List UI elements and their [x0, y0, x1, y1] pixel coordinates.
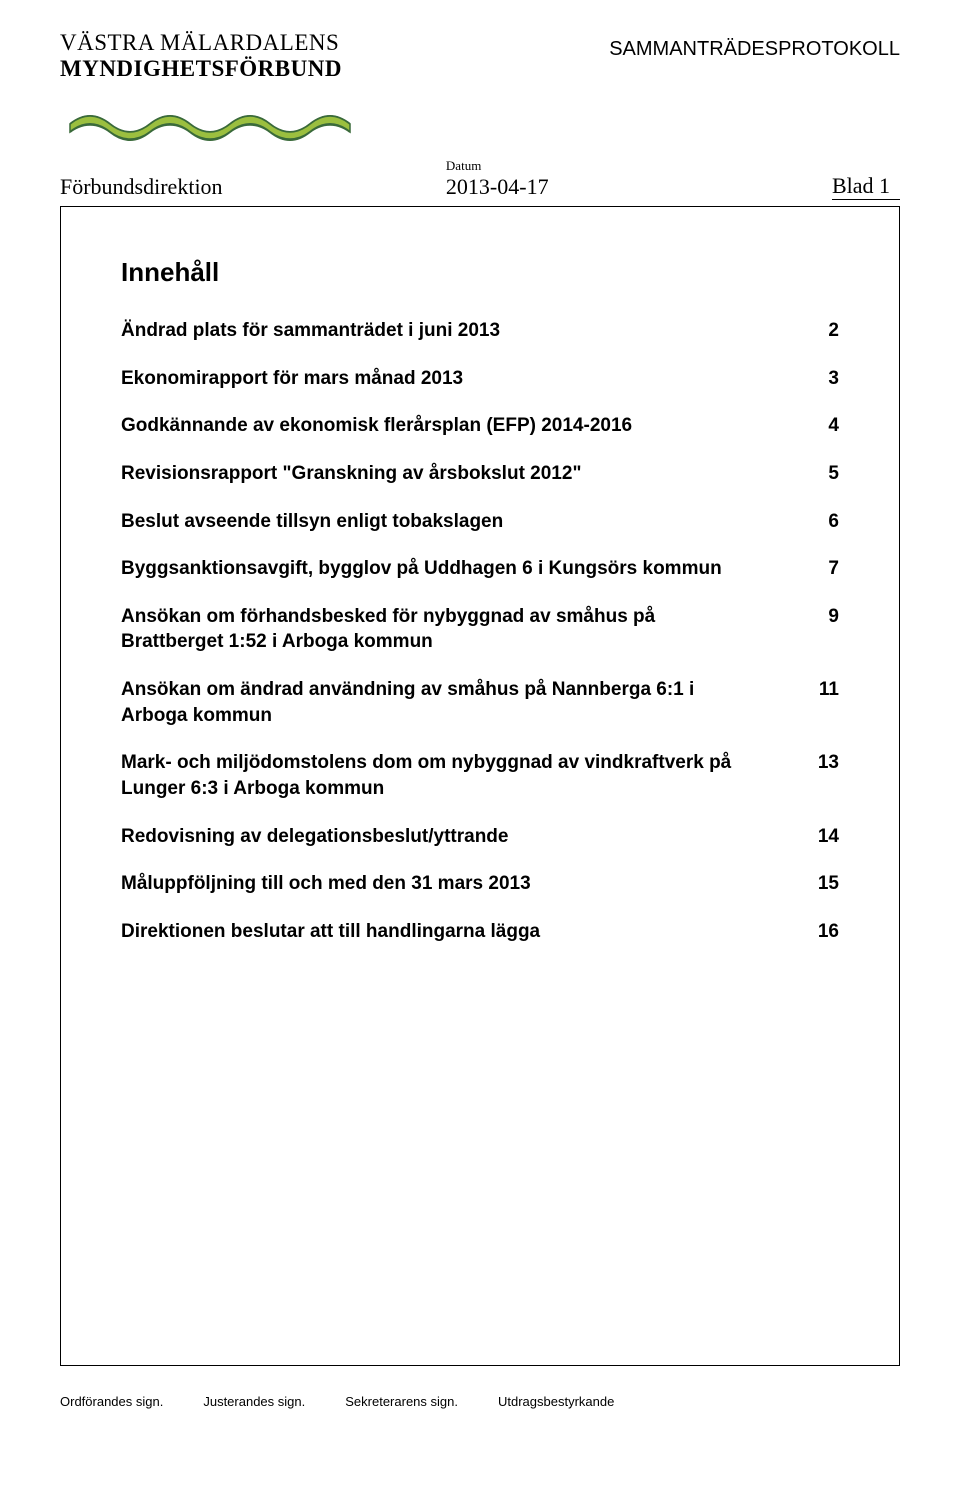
- header-row: VÄSTRA MÄLARDALENS MYNDIGHETSFÖRBUND SAM…: [60, 30, 900, 162]
- meta-subject: Förbundsdirektion: [60, 174, 223, 200]
- page-container: VÄSTRA MÄLARDALENS MYNDIGHETSFÖRBUND SAM…: [0, 0, 960, 1490]
- toc-item-page: 13: [818, 750, 839, 776]
- org-name-line1: VÄSTRA MÄLARDALENS: [60, 30, 360, 56]
- toc-item: Redovisning av delegationsbeslut/yttrand…: [121, 824, 839, 850]
- meta-date-label: Datum: [446, 158, 549, 174]
- content-frame: Innehåll Ändrad plats för sammanträdet i…: [60, 206, 900, 1366]
- toc-item-page: 16: [818, 919, 839, 945]
- toc-item-label: Måluppföljning till och med den 31 mars …: [121, 871, 531, 897]
- footer-col-justerande: Justerandes sign.: [203, 1394, 305, 1409]
- toc-heading: Innehåll: [121, 257, 839, 288]
- organisation-logo: VÄSTRA MÄLARDALENS MYNDIGHETSFÖRBUND: [60, 30, 360, 162]
- toc-item-label: Redovisning av delegationsbeslut/yttrand…: [121, 824, 508, 850]
- toc-item: Ansökan om ändrad användning av småhus p…: [121, 677, 839, 728]
- toc-item-page: 2: [828, 318, 839, 344]
- toc-item: Ändrad plats för sammanträdet i juni 201…: [121, 318, 839, 344]
- footer-col-sekreterare: Sekreterarens sign.: [345, 1394, 458, 1409]
- toc-item-label: Ansökan om ändrad användning av småhus p…: [121, 677, 761, 728]
- toc-item-label: Godkännande av ekonomisk flerårsplan (EF…: [121, 413, 632, 439]
- toc-item: Ansökan om förhandsbesked för nybyggnad …: [121, 604, 839, 655]
- toc-item-label: Ansökan om förhandsbesked för nybyggnad …: [121, 604, 761, 655]
- toc-item: Byggsanktionsavgift, bygglov på Uddhagen…: [121, 556, 839, 582]
- toc-list: Ändrad plats för sammanträdet i juni 201…: [121, 318, 839, 945]
- toc-item: Ekonomirapport för mars månad 2013 3: [121, 366, 839, 392]
- toc-item: Måluppföljning till och med den 31 mars …: [121, 871, 839, 897]
- toc-item-label: Mark- och miljödomstolens dom om nybyggn…: [121, 750, 761, 801]
- toc-item: Direktionen beslutar att till handlingar…: [121, 919, 839, 945]
- toc-item-page: 5: [828, 461, 839, 487]
- toc-item-page: 7: [828, 556, 839, 582]
- footer-col-utdrag: Utdragsbestyrkande: [498, 1394, 614, 1409]
- toc-item-label: Direktionen beslutar att till handlingar…: [121, 919, 540, 945]
- toc-item: Revisionsrapport "Granskning av årsboksl…: [121, 461, 839, 487]
- footer-col-ordforande: Ordförandes sign.: [60, 1394, 163, 1409]
- toc-item-page: 3: [828, 366, 839, 392]
- toc-item: Beslut avseende tillsyn enligt tobakslag…: [121, 509, 839, 535]
- meta-date-value: 2013-04-17: [446, 174, 549, 200]
- toc-item-page: 14: [818, 824, 839, 850]
- protocol-title: SAMMANTRÄDESPROTOKOLL: [609, 38, 900, 61]
- toc-item-label: Ändrad plats för sammanträdet i juni 201…: [121, 318, 500, 344]
- meta-date-block: Datum 2013-04-17: [446, 158, 549, 200]
- toc-item-page: 11: [819, 677, 839, 703]
- toc-item: Godkännande av ekonomisk flerårsplan (EF…: [121, 413, 839, 439]
- footer-row: Ordförandes sign. Justerandes sign. Sekr…: [60, 1394, 900, 1409]
- wave-logo-icon: [60, 82, 360, 162]
- toc-item-page: 6: [828, 509, 839, 535]
- meta-row: Förbundsdirektion Datum 2013-04-17 Blad …: [60, 158, 900, 200]
- org-name-line2: MYNDIGHETSFÖRBUND: [60, 56, 360, 82]
- toc-item-page: 15: [818, 871, 839, 897]
- toc-item-page: 9: [828, 604, 839, 630]
- meta-page-label: Blad 1: [832, 173, 900, 200]
- toc-item-label: Beslut avseende tillsyn enligt tobakslag…: [121, 509, 503, 535]
- toc-item: Mark- och miljödomstolens dom om nybyggn…: [121, 750, 839, 801]
- toc-item-label: Revisionsrapport "Granskning av årsboksl…: [121, 461, 581, 487]
- toc-item-label: Ekonomirapport för mars månad 2013: [121, 366, 463, 392]
- toc-item-label: Byggsanktionsavgift, bygglov på Uddhagen…: [121, 556, 722, 582]
- toc-item-page: 4: [828, 413, 839, 439]
